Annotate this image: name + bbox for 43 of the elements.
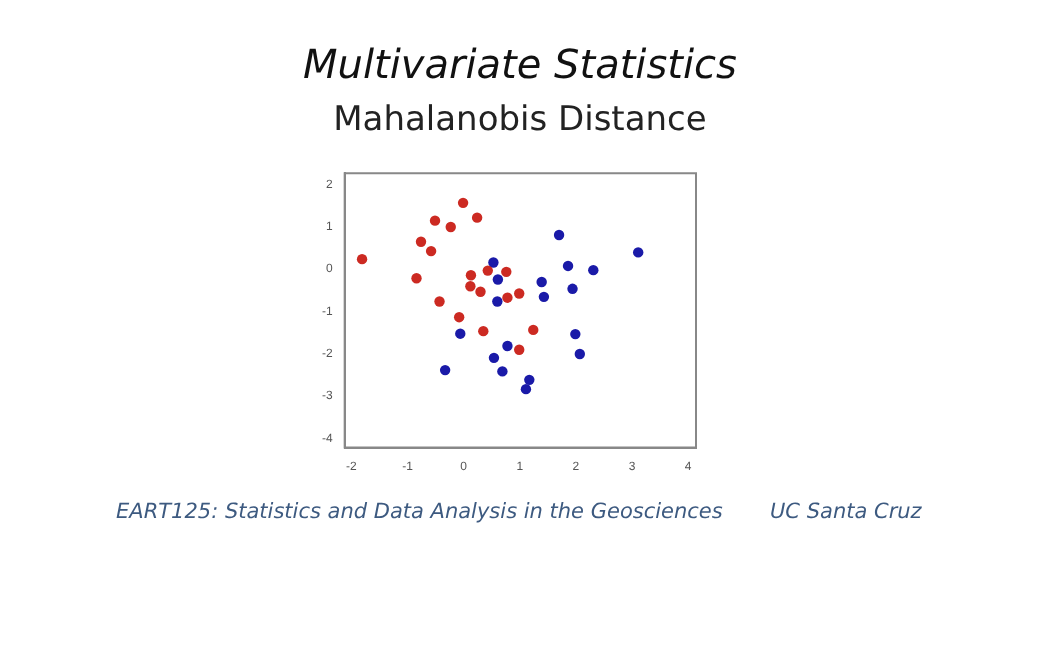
point <box>465 281 476 292</box>
point <box>453 311 465 323</box>
chart-subtitle: Mahalanobis Distance <box>331 100 709 140</box>
point <box>482 265 493 276</box>
point <box>536 276 547 288</box>
point <box>488 257 499 268</box>
point <box>415 236 427 247</box>
point <box>514 344 525 355</box>
point <box>488 352 500 364</box>
point <box>455 328 466 339</box>
point <box>356 253 368 265</box>
point <box>425 245 437 257</box>
point <box>562 260 574 272</box>
point <box>465 270 477 281</box>
point <box>434 296 445 307</box>
point <box>497 366 508 377</box>
point <box>411 273 422 284</box>
text: UC Santa Cruz <box>770 500 922 524</box>
point <box>445 221 456 233</box>
point <box>632 247 644 258</box>
point <box>471 212 483 223</box>
point <box>457 197 469 209</box>
point <box>439 364 451 376</box>
point <box>501 266 512 278</box>
point <box>574 348 586 360</box>
point <box>524 374 535 386</box>
point <box>492 296 503 307</box>
point <box>429 215 441 226</box>
point <box>514 288 525 299</box>
point <box>520 383 532 395</box>
point <box>538 291 550 303</box>
point <box>588 264 599 276</box>
point <box>502 292 513 303</box>
point <box>567 283 578 294</box>
point <box>492 274 504 285</box>
point <box>570 328 581 340</box>
point <box>553 229 565 241</box>
point <box>475 286 486 297</box>
point <box>478 325 489 337</box>
point <box>502 340 513 352</box>
text: EART125: Statistics and Data Analysis in the Geosciences <box>116 500 723 524</box>
chart-title: Multivariate Statistics <box>301 40 739 88</box>
point <box>528 324 539 336</box>
